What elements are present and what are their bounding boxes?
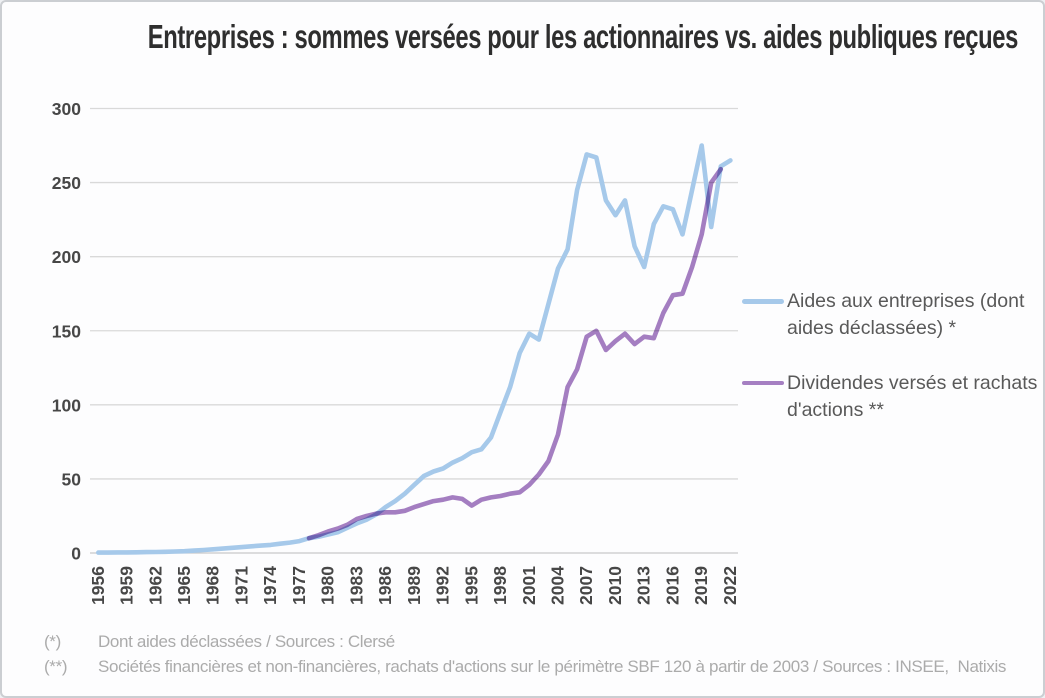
- dividendes-line-swatch-icon: [742, 380, 784, 386]
- chart-title: Entreprises : sommes versées pour les ac…: [147, 18, 1019, 55]
- x-axis-tick-label: 1974: [260, 566, 280, 605]
- y-axis-tick-label: 250: [52, 173, 81, 193]
- x-axis-tick-label: 1998: [490, 566, 510, 605]
- aides-series-line: [96, 143, 733, 555]
- y-axis-tick-label: 0: [71, 544, 81, 564]
- x-axis-tick-label: 1959: [117, 566, 137, 605]
- footnote-1: (*) Dont aides déclassées / Sources : Cl…: [44, 631, 1034, 654]
- legend-label-aides: Aides aux entreprises (dont aides déclas…: [787, 290, 1025, 340]
- x-axis-tick-label: 2001: [519, 566, 539, 605]
- x-axis-tick-label: 2004: [547, 566, 567, 605]
- x-axis-tick-label: 1968: [203, 566, 223, 605]
- x-axis-tick-label: 2016: [662, 566, 682, 605]
- x-axis-tick-label: 1995: [461, 566, 481, 605]
- x-axis-tick-label: 1977: [289, 566, 309, 605]
- y-axis-tick-label: 300: [52, 99, 81, 119]
- x-axis-tick-label: 1986: [375, 566, 395, 605]
- x-axis-tick-label: 2007: [576, 566, 596, 605]
- legend-item-dividendes: Dividendes versés et rachats d'actions *…: [742, 370, 1038, 425]
- footnote-1-text: Dont aides déclassées / Sources : Clersé: [98, 632, 395, 651]
- aides-line-swatch-icon: [742, 299, 784, 304]
- footnotes: (*) Dont aides déclassées / Sources : Cl…: [44, 631, 1034, 681]
- footnote-2: (**) Sociétés financières et non-financi…: [44, 656, 1034, 679]
- legend-item-aides: Aides aux entreprises (dont aides déclas…: [742, 288, 1038, 343]
- x-axis-tick-label: 1971: [231, 566, 251, 605]
- x-axis-tick-label: 1983: [346, 566, 366, 605]
- footnote-1-marker: (*): [44, 632, 61, 651]
- x-axis-tick-label: 1965: [174, 566, 194, 605]
- x-axis-tick-label: 1962: [145, 566, 165, 605]
- y-axis-tick-label: 100: [52, 395, 81, 415]
- x-axis-tick-label: 2010: [605, 566, 625, 605]
- y-axis-tick-label: 50: [62, 469, 82, 489]
- x-axis-tick-label: 1989: [404, 566, 424, 605]
- y-axis-tick-label: 200: [52, 247, 81, 267]
- dividendes-series-line: [306, 166, 724, 541]
- x-axis-tick-label: 2013: [634, 566, 654, 605]
- x-axis-tick-label: 1956: [88, 566, 108, 605]
- legend-label-dividendes: Dividendes versés et rachats d'actions *…: [787, 371, 1038, 421]
- footnote-2-text: Sociétés financières et non-financières,…: [98, 656, 1007, 676]
- footnote-2-marker: (**): [44, 656, 68, 676]
- x-axis-tick-label: 1992: [433, 566, 453, 605]
- x-axis-tick-label: 2022: [720, 566, 740, 605]
- x-axis-tick-label: 1980: [318, 566, 338, 605]
- y-axis-tick-label: 150: [52, 321, 81, 341]
- x-axis-tick-label: 2019: [691, 566, 711, 605]
- chart-legend: Aides aux entreprises (dont aides déclas…: [742, 288, 1038, 451]
